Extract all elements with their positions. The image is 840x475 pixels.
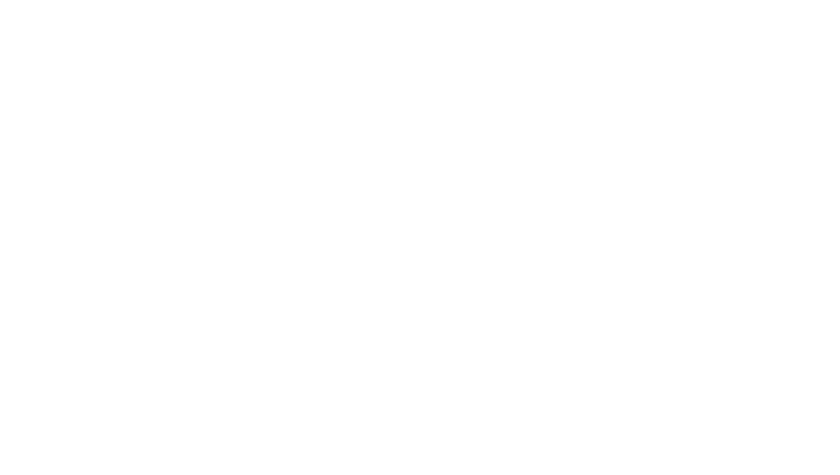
Text: COGNITION: COGNITION [560,307,639,321]
Text: GOALS: GOALS [312,229,369,245]
Text: &: & [543,335,560,353]
Text: D: D [518,93,535,110]
Text: Y: Y [578,346,590,361]
Text: A: A [494,294,512,311]
Text: P: P [516,318,533,336]
Text: C: C [579,76,591,91]
Text: L: L [505,308,521,323]
Text: O: O [492,109,511,128]
Text: Y: Y [727,158,745,173]
Text: V: V [665,93,681,110]
Text: CONTEXT: CONTEXT [107,229,187,245]
Text: I: I [613,346,620,361]
Text: U: U [548,81,563,98]
Text: PERCEPTION: PERCEPTION [556,153,644,167]
Text: C: C [697,281,714,296]
Text: I: I [692,112,705,125]
Text: A: A [667,318,684,336]
Text: R: R [471,132,489,149]
Text: EMOTION: EMOTION [517,204,529,270]
Text: T: T [654,328,670,345]
Text: I: I [641,82,649,97]
Text: R: R [689,294,706,311]
Text: MOTIVATION: MOTIVATION [670,193,684,281]
Text: Y: Y [486,281,503,296]
Text: T: T [610,76,621,91]
Text: P: P [455,158,472,173]
Text: V: V [625,342,639,358]
Text: E: E [679,307,696,324]
Text: BEHAVIOR: BEHAVIOR [556,229,643,245]
Text: T: T [711,132,728,148]
Text: T: T [596,348,605,361]
Text: I: I [643,337,653,352]
